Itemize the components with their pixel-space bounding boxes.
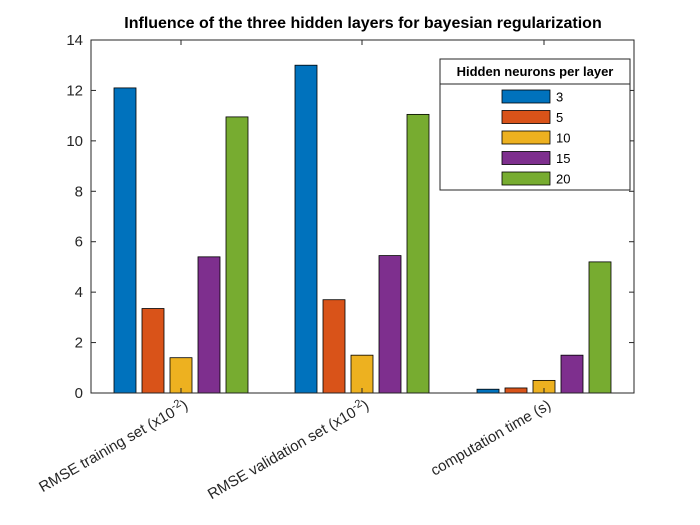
x-category-label: RMSE validation set (x10-2) <box>204 395 372 503</box>
bar-10-cat-0 <box>169 357 193 394</box>
bar-5-cat-2 <box>504 387 528 394</box>
legend: Hidden neurons per layer 3 5 10 15 20 <box>439 58 631 191</box>
bar-15-cat-2 <box>560 354 584 394</box>
y-tick-label: 12 <box>66 82 83 99</box>
bars-layer <box>113 64 612 394</box>
bar-20-cat-2 <box>588 261 612 394</box>
bar-20-cat-0 <box>225 116 249 394</box>
y-tick-label: 10 <box>66 133 83 150</box>
bar-5-cat-1 <box>322 299 346 394</box>
legend-label-15: 15 <box>556 151 570 166</box>
x-category-label: RMSE training set (x10-2) <box>35 395 191 496</box>
bar-5-cat-0 <box>141 308 165 394</box>
legend-label-3: 3 <box>556 90 563 105</box>
legend-title: Hidden neurons per layer <box>457 64 614 79</box>
legend-swatch-20 <box>501 171 551 186</box>
bar-3-cat-2 <box>476 388 500 394</box>
x-category-label-text: RMSE training set (x10 <box>36 404 178 496</box>
legend-label-20: 20 <box>556 172 570 187</box>
legend-swatch-15 <box>501 151 551 165</box>
y-tick-label: 6 <box>75 234 83 251</box>
y-tick-label: 4 <box>75 284 83 301</box>
bar-3-cat-0 <box>113 87 137 394</box>
bar-20-cat-1 <box>406 113 430 394</box>
chart-title: Influence of the three hidden layers for… <box>124 15 601 32</box>
legend-swatch-10 <box>501 130 551 145</box>
x-category-label: computation time (s) <box>428 397 554 480</box>
y-tick-label: 14 <box>66 32 83 49</box>
bar-15-cat-0 <box>197 256 221 394</box>
x-category-label-text: RMSE validation set (x10 <box>205 404 359 503</box>
legend-label-5: 5 <box>556 110 563 125</box>
y-tick-label: 8 <box>75 183 83 200</box>
y-tick-label: 0 <box>75 385 83 402</box>
y-tick-label: 2 <box>75 335 83 352</box>
legend-label-10: 10 <box>556 131 570 146</box>
bar-15-cat-1 <box>378 255 402 394</box>
bar-3-cat-1 <box>294 64 318 394</box>
bar-10-cat-1 <box>350 354 374 394</box>
legend-swatch-5 <box>501 110 551 124</box>
legend-swatch-3 <box>501 89 551 104</box>
x-category-label-text: computation time (s) <box>428 397 554 480</box>
legend-box <box>439 58 631 191</box>
